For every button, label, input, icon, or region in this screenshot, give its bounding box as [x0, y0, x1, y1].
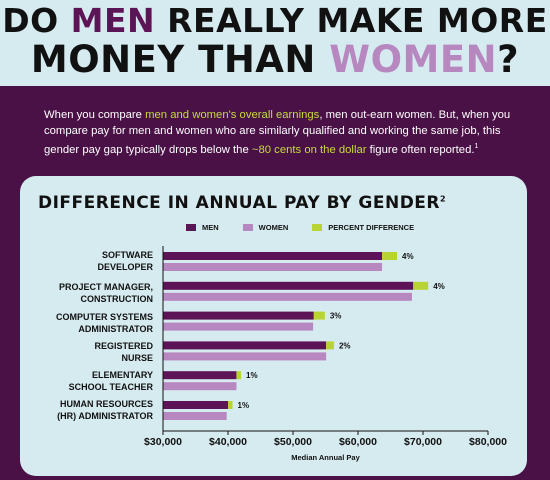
x-axis-label: Median Annual Pay	[291, 453, 360, 462]
chart-title-text: DIFFERENCE IN ANNUAL PAY BY GENDER	[38, 193, 441, 213]
bar-percent-difference	[236, 371, 241, 380]
bar-percent-difference	[313, 311, 325, 320]
legend-label: WOMEN	[258, 223, 289, 232]
bar-percent-difference	[228, 401, 233, 409]
category-label: SOFTWARE DEVELOPER	[30, 249, 153, 273]
data-label-percent-difference: 1%	[246, 371, 258, 380]
bar-women	[163, 322, 314, 331]
bar-men	[163, 311, 314, 320]
intro-text: figure often reported.	[366, 143, 475, 156]
headline-text: REALLY MAKE MORE	[155, 1, 548, 40]
category-label-line: PROJECT MANAGER,	[58, 282, 153, 292]
bar-men	[163, 341, 327, 350]
legend-swatch-men	[186, 224, 196, 231]
x-tick-label: $70,000	[404, 436, 442, 448]
category-label: COMPUTER SYSTEMS ADMINISTRATOR	[30, 311, 153, 335]
bar-women	[163, 412, 227, 420]
headline-text: ?	[497, 38, 520, 81]
bar-percent-difference	[382, 252, 397, 260]
bar-women	[163, 292, 412, 301]
category-label-line: REGISTERED	[94, 341, 153, 351]
legend-item-men: MEN	[186, 223, 219, 232]
chart-title: DIFFERENCE IN ANNUAL PAY BY GENDER2	[38, 193, 446, 213]
category-label: ELEMENTARY SCHOOL TEACHER	[30, 369, 153, 393]
legend-label: PERCENT DIFFERENCE	[328, 223, 415, 232]
legend-item-percent-difference: PERCENT DIFFERENCE	[312, 223, 414, 232]
headline-women-word: WOMEN	[329, 38, 498, 81]
legend-swatch-women	[242, 224, 253, 231]
intro-text: When you compare	[44, 109, 146, 121]
intro-highlight: men and women's overall earnings	[145, 109, 320, 121]
headline-men-word: MEN	[70, 1, 156, 40]
category-label-line: COMPUTER SYSTEMS	[55, 312, 153, 322]
category-label-line: HUMAN RESOURCES	[59, 399, 153, 409]
bar-women	[163, 263, 383, 271]
legend-label: MEN	[202, 223, 219, 232]
category-label-line: ADMINISTRATOR	[78, 324, 153, 334]
category-label-line: (HR) ADMINISTRATOR	[57, 411, 153, 421]
data-label-percent-difference: 3%	[330, 312, 342, 321]
category-label: REGISTERED NURSE	[30, 340, 153, 364]
category-label-line: DEVELOPER	[97, 262, 153, 272]
category-label: PROJECT MANAGER, CONSTRUCTION	[30, 281, 153, 305]
legend-item-women: WOMEN	[242, 223, 289, 232]
data-label-percent-difference: 4%	[402, 252, 414, 261]
bar-percent-difference	[413, 281, 429, 290]
bar-men	[163, 401, 228, 409]
category-label-line: NURSE	[121, 353, 153, 363]
intro-paragraph: When you compare men and women's overall…	[44, 107, 514, 158]
bar-men	[163, 281, 414, 290]
data-label-percent-difference: 1%	[238, 401, 250, 410]
chart-legend: MEN WOMEN PERCENT DIFFERENCE	[186, 223, 438, 232]
headline-text: MONEY THAN	[30, 38, 330, 81]
x-tick-label: $80,000	[469, 436, 507, 448]
category-label-line: SCHOOL TEACHER	[68, 382, 153, 392]
footnote-marker: 1	[474, 143, 479, 150]
headline-line-2: MONEY THAN WOMEN?	[0, 38, 550, 82]
bar-women	[163, 382, 237, 391]
bar-men	[163, 371, 237, 380]
category-label-line: ELEMENTARY	[91, 370, 153, 380]
bar-women	[163, 352, 327, 361]
intro-text: , men out-earn women. But, when you comp…	[44, 109, 511, 156]
headline-text: DO	[2, 1, 71, 40]
x-tick-label: $60,000	[339, 436, 377, 448]
bar-percent-difference	[326, 341, 334, 350]
category-label: HUMAN RESOURCES (HR) ADMINISTRATOR	[30, 398, 153, 422]
headline-line-1: DO MEN REALLY MAKE MORE	[0, 2, 550, 40]
category-label-line: SOFTWARE	[102, 250, 153, 260]
data-label-percent-difference: 4%	[433, 282, 445, 291]
footnote-marker: 2	[440, 194, 447, 204]
bar-men	[163, 252, 383, 260]
x-tick-label: $30,000	[144, 436, 182, 448]
header-banner	[0, 0, 550, 86]
x-tick-label: $40,000	[209, 436, 247, 448]
category-label-line: CONSTRUCTION	[80, 294, 154, 304]
intro-highlight: ~80 cents on the dollar	[251, 143, 367, 156]
x-tick-label: $50,000	[274, 436, 312, 448]
data-label-percent-difference: 2%	[339, 341, 351, 350]
legend-swatch-percent-difference	[312, 224, 323, 231]
